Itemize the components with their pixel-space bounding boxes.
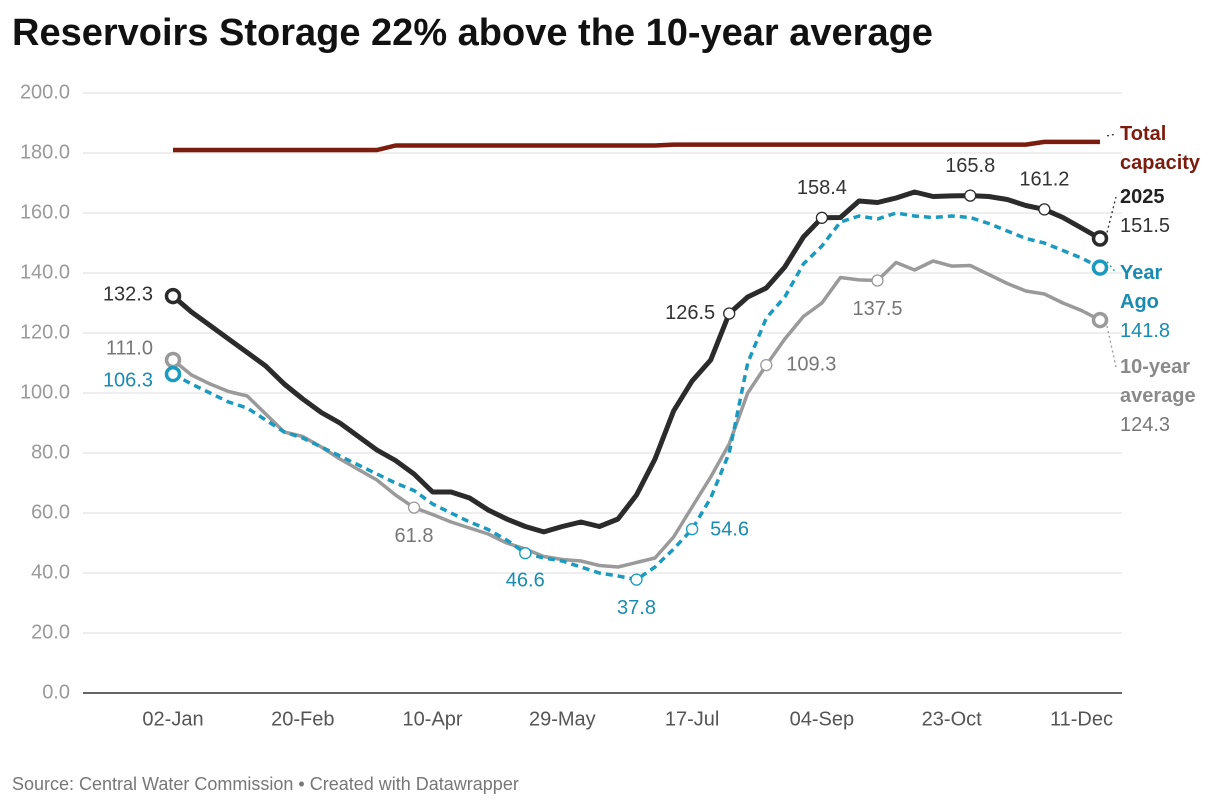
y-tick-label: 180.0 xyxy=(20,141,70,163)
point-marker xyxy=(964,189,977,202)
series-name: 10-year average xyxy=(1120,356,1196,407)
point-marker xyxy=(164,287,182,305)
y-tick-label: 100.0 xyxy=(20,381,70,403)
x-tick-label: 04-Sep xyxy=(790,708,855,730)
label-connector xyxy=(1106,325,1117,368)
x-tick-label: 02-Jan xyxy=(142,708,203,730)
x-tick-label: 17-Jul xyxy=(665,708,719,730)
series-name: Year Ago xyxy=(1120,262,1163,313)
data-label: 61.8 xyxy=(395,525,434,547)
y-tick-label: 80.0 xyxy=(31,441,70,463)
point-marker xyxy=(164,365,182,383)
x-tick-label: 23-Oct xyxy=(922,708,982,730)
point-marker xyxy=(630,573,643,586)
end-value-label: 124.3 xyxy=(1120,414,1171,436)
label-connector xyxy=(1106,196,1117,233)
data-label: 137.5 xyxy=(852,298,902,320)
point-marker xyxy=(815,211,829,224)
point-marker xyxy=(723,307,736,320)
x-tick-label: 29-May xyxy=(529,708,596,730)
point-marker xyxy=(1038,203,1051,216)
y-tick-label: 40.0 xyxy=(31,561,70,583)
point-marker xyxy=(871,274,884,287)
end-value-label: 141.8 xyxy=(1120,320,1171,342)
series-line xyxy=(171,259,1101,569)
point-marker xyxy=(685,523,699,536)
data-label: 165.8 xyxy=(945,155,995,177)
point-marker xyxy=(164,351,182,369)
end-label: 10-year average 124.3 xyxy=(1120,353,1220,440)
series-name: Total capacity xyxy=(1120,123,1201,174)
series-line xyxy=(171,189,1102,535)
data-label: 161.2 xyxy=(1019,169,1069,191)
data-label: 54.6 xyxy=(710,518,749,540)
series-line xyxy=(172,211,1101,582)
data-label: 109.3 xyxy=(786,353,836,375)
point-marker xyxy=(407,501,421,514)
point-marker xyxy=(1091,230,1109,247)
point-marker xyxy=(519,547,532,560)
data-label: 158.4 xyxy=(797,177,847,199)
y-tick-label: 20.0 xyxy=(31,621,70,643)
chart-title: Reservoirs Storage 22% above the 10-year… xyxy=(12,12,933,54)
y-tick-label: 120.0 xyxy=(20,321,70,343)
point-marker xyxy=(1091,311,1109,329)
point-marker xyxy=(1091,259,1109,276)
series-name: 2025 xyxy=(1120,186,1165,208)
label-connector xyxy=(1106,261,1117,274)
end-label: Year Ago 141.8 xyxy=(1120,259,1182,346)
data-label: 106.3 xyxy=(103,369,153,391)
end-label: Total capacity xyxy=(1120,120,1220,178)
data-label: 111.0 xyxy=(106,337,153,359)
data-label: 37.8 xyxy=(617,597,656,619)
data-label: 132.3 xyxy=(103,283,153,305)
end-value-label: 151.5 xyxy=(1120,215,1171,237)
source-note: Source: Central Water Commission • Creat… xyxy=(12,774,519,794)
y-tick-label: 200.0 xyxy=(20,81,70,103)
data-label: 46.6 xyxy=(506,569,545,591)
x-tick-label: 20-Feb xyxy=(271,708,334,730)
series-line xyxy=(173,139,1100,153)
x-tick-label: 11-Dec xyxy=(1050,708,1113,730)
label-connector xyxy=(1106,133,1117,137)
point-marker xyxy=(760,358,773,372)
y-tick-label: 140.0 xyxy=(20,261,70,283)
y-tick-label: 60.0 xyxy=(31,501,70,523)
x-tick-label: 10-Apr xyxy=(403,708,463,730)
y-tick-label: 160.0 xyxy=(20,201,70,223)
end-label: 2025 151.5 xyxy=(1120,183,1220,241)
data-label: 126.5 xyxy=(665,302,715,324)
y-tick-label: 0.0 xyxy=(42,681,70,703)
